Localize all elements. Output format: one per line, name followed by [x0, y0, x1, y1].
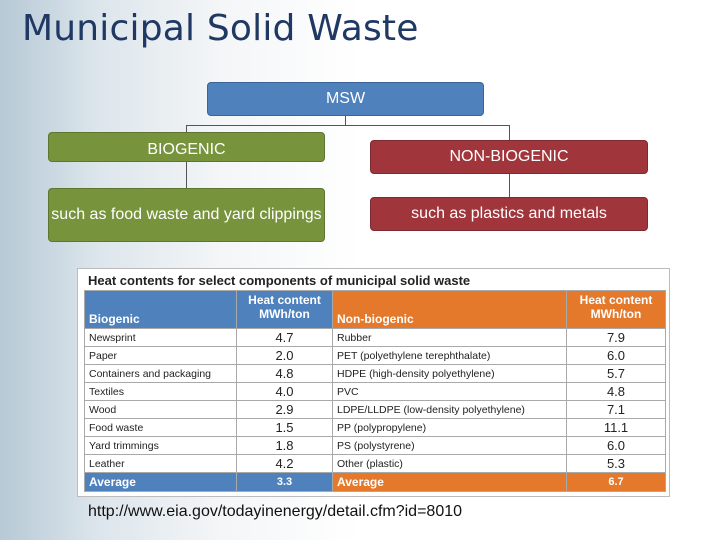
- table-row: Leather 4.2 Other (plastic) 5.3: [84, 454, 666, 473]
- slide-title: Municipal Solid Waste: [22, 8, 419, 49]
- non-biogenic-material: PS (polystyrene): [332, 436, 567, 455]
- header-unit-label: MWh/ton: [590, 307, 642, 321]
- table-row: Containers and packaging 4.8 HDPE (high-de…: [84, 364, 666, 383]
- non-biogenic-material: PET (polyethylene terephthalate): [332, 346, 567, 365]
- table-row: Textiles 4.0 PVC 4.8: [84, 382, 666, 401]
- non-biogenic-heat-value: 11.1: [566, 418, 666, 437]
- connector-root-stem: [345, 116, 346, 125]
- header-heat-content-label: Heat content: [248, 293, 321, 307]
- header-non-biogenic: Non-biogenic: [332, 290, 567, 329]
- table-row: Paper 2.0 PET (polyethylene terephthalate)…: [84, 346, 666, 365]
- biogenic-heat-value: 1.5: [236, 418, 333, 437]
- table-title: Heat contents for select components of m…: [88, 273, 471, 288]
- biogenic-heat-value: 1.8: [236, 436, 333, 455]
- connector-right-drop: [509, 125, 510, 140]
- non-biogenic-heat-value: 4.8: [566, 382, 666, 401]
- non-biogenic-material: LDPE/LLDPE (low-density polyethylene): [332, 400, 567, 419]
- connector-left-drop: [186, 125, 187, 132]
- biogenic-material: Containers and packaging: [84, 364, 237, 383]
- heat-content-table-figure: Heat contents for select components of m…: [77, 268, 670, 497]
- biogenic-material: Leather: [84, 454, 237, 473]
- biogenic-material: Wood: [84, 400, 237, 419]
- biogenic-heat-value: 2.0: [236, 346, 333, 365]
- non-biogenic-heat-value: 5.3: [566, 454, 666, 473]
- biogenic-node: BIOGENIC: [48, 132, 325, 162]
- table-row: Wood 2.9 LDPE/LLDPE (low-density polyethyl…: [84, 400, 666, 419]
- heat-content-table: Biogenic Heat content MWh/ton Non-biogen…: [84, 290, 666, 492]
- biogenic-material: Newsprint: [84, 328, 237, 347]
- non-biogenic-material: Other (plastic): [332, 454, 567, 473]
- biogenic-heat-value: 4.0: [236, 382, 333, 401]
- msw-node: MSW: [207, 82, 484, 116]
- biogenic-heat-value: 4.8: [236, 364, 333, 383]
- biogenic-example-node: such as food waste and yard clippings: [48, 188, 325, 242]
- non-biogenic-heat-value: 7.9: [566, 328, 666, 347]
- biogenic-heat-value: 2.9: [236, 400, 333, 419]
- non-biogenic-heat-value: 5.7: [566, 364, 666, 383]
- average-row: Average 3.3 Average 6.7: [84, 472, 666, 492]
- table-row: Food waste 1.5 PP (polypropylene) 11.1: [84, 418, 666, 437]
- non-biogenic-heat-value: 6.0: [566, 436, 666, 455]
- table-row: Newsprint 4.7 Rubber 7.9: [84, 328, 666, 347]
- connector-left-child: [186, 162, 187, 188]
- connector-right-child: [509, 174, 510, 197]
- table-row: Yard trimmings 1.8 PS (polystyrene) 6.0: [84, 436, 666, 455]
- header-heat-content-biogenic: Heat content MWh/ton: [236, 290, 333, 329]
- average-value-non-biogenic: 6.7: [566, 472, 666, 492]
- biogenic-material: Textiles: [84, 382, 237, 401]
- non-biogenic-node: NON-BIOGENIC: [370, 140, 648, 174]
- biogenic-material: Paper: [84, 346, 237, 365]
- non-biogenic-material: PVC: [332, 382, 567, 401]
- non-biogenic-material: PP (polypropylene): [332, 418, 567, 437]
- non-biogenic-heat-value: 6.0: [566, 346, 666, 365]
- biogenic-heat-value: 4.2: [236, 454, 333, 473]
- non-biogenic-heat-value: 7.1: [566, 400, 666, 419]
- non-biogenic-example-node: such as plastics and metals: [370, 197, 648, 231]
- header-unit-label: MWh/ton: [259, 307, 310, 321]
- biogenic-heat-value: 4.7: [236, 328, 333, 347]
- source-url: http://www.eia.gov/todayinenergy/detail.…: [88, 503, 463, 520]
- non-biogenic-material: Rubber: [332, 328, 567, 347]
- header-biogenic: Biogenic: [84, 290, 237, 329]
- biogenic-material: Food waste: [84, 418, 237, 437]
- header-heat-content-non-biogenic: Heat content MWh/ton: [566, 290, 666, 329]
- average-value-biogenic: 3.3: [236, 472, 333, 492]
- biogenic-material: Yard trimmings: [84, 436, 237, 455]
- average-label-biogenic: Average: [84, 472, 237, 492]
- average-label-non-biogenic: Average: [332, 472, 567, 492]
- non-biogenic-material: HDPE (high-density polyethylene): [332, 364, 567, 383]
- table-header-row: Biogenic Heat content MWh/ton Non-biogen…: [84, 290, 666, 329]
- header-heat-content-label: Heat content: [579, 293, 653, 307]
- connector-horizontal: [186, 125, 510, 126]
